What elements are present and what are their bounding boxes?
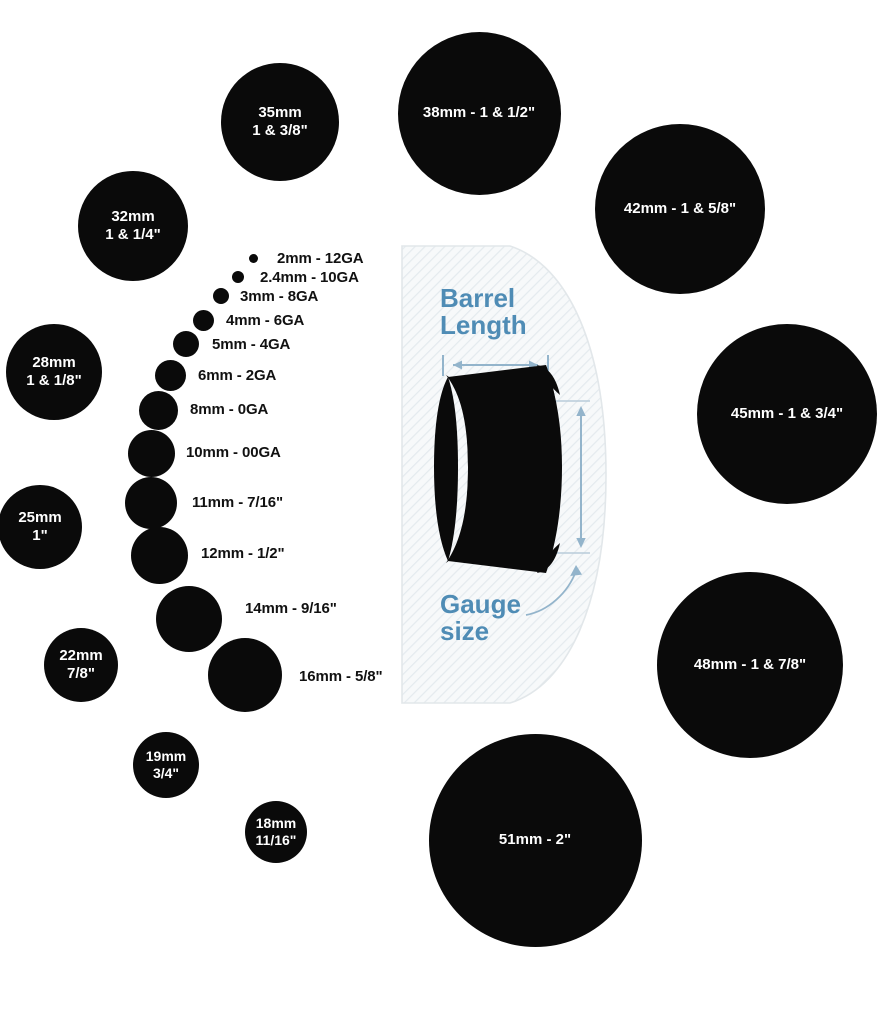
size-circle-label-line: 3/4" bbox=[152, 765, 180, 781]
gauge-dot bbox=[213, 288, 229, 304]
gauge-dot-label: 6mm - 2GA bbox=[198, 367, 277, 384]
gauge-dot bbox=[192, 309, 214, 331]
gauge-arrow-head-top bbox=[576, 406, 586, 416]
size-circle-label-line: 51mm - 2" bbox=[498, 831, 572, 849]
gauge-dot bbox=[232, 271, 244, 283]
size-circle-51mm: 51mm - 2" bbox=[428, 733, 642, 947]
gauge-dot bbox=[130, 526, 188, 584]
size-circle-28mm: 28mm 1 & 1/8" bbox=[6, 324, 102, 420]
gauge-dot bbox=[138, 390, 178, 430]
size-circle-label-line: 7/8" bbox=[67, 665, 95, 682]
size-circle-label-line: 48mm - 1 & 7/8" bbox=[693, 656, 807, 674]
size-circle-35mm: 35mm 1 & 3/8" bbox=[221, 63, 339, 181]
gauge-dot-label: 10mm - 00GA bbox=[186, 444, 281, 461]
gauge-dot bbox=[248, 253, 258, 263]
size-circle-38mm: 38mm - 1 & 1/2" bbox=[397, 31, 561, 195]
size-circle-32mm: 32mm 1 & 1/4" bbox=[78, 171, 188, 281]
gauge-size-line-2: size bbox=[440, 616, 490, 647]
size-circle-label-line: 45mm - 1 & 3/4" bbox=[730, 405, 844, 423]
gauge-dot bbox=[154, 359, 186, 391]
gauge-size-callout-arrowhead bbox=[570, 565, 582, 576]
size-circle-48mm: 48mm - 1 & 7/8" bbox=[657, 572, 843, 758]
gauge-dot bbox=[125, 477, 177, 529]
gauge-dot bbox=[156, 586, 222, 652]
size-circle-label-line: 42mm - 1 & 5/8" bbox=[623, 200, 737, 218]
gauge-dot bbox=[173, 331, 199, 357]
gauge-dot-label: 12mm - 1/2" bbox=[201, 545, 285, 562]
gauge-dot bbox=[208, 638, 282, 712]
gauge-size-line-1: Gauge bbox=[440, 589, 521, 619]
gauge-dot-label: 2mm - 12GA bbox=[277, 250, 364, 267]
size-circle-25mm: 25mm 1" bbox=[0, 485, 82, 569]
size-circle-label-line: 28mm bbox=[32, 354, 76, 372]
size-circle-18mm: 18mm 11/16" bbox=[245, 801, 307, 863]
size-circle-label-line: 1 & 1/8" bbox=[26, 372, 82, 389]
tunnel-silhouette bbox=[434, 365, 562, 573]
size-circle-label-line: 11/16" bbox=[255, 832, 297, 848]
size-circle-label-line: 1 & 3/8" bbox=[252, 122, 308, 139]
gauge-dot bbox=[127, 429, 175, 477]
size-circle-label-line: 38mm - 1 & 1/2" bbox=[422, 104, 536, 122]
size-circle-label-line: 32mm bbox=[111, 208, 155, 226]
gauge-dot-label: 2.4mm - 10GA bbox=[260, 269, 359, 286]
tunnel-illustration bbox=[434, 355, 590, 616]
gauge-dot-label: 14mm - 9/16" bbox=[245, 600, 337, 617]
gauge-size-label: Gauge size bbox=[440, 589, 521, 647]
size-circle-label-line: 22mm bbox=[59, 647, 103, 665]
size-circle-label-line: 1" bbox=[32, 527, 48, 544]
barrel-length-line-2: Length bbox=[440, 310, 527, 341]
size-circle-label-line: 18mm bbox=[255, 815, 297, 832]
size-circle-label-line: 35mm bbox=[258, 104, 302, 122]
gauge-dot-label: 16mm - 5/8" bbox=[299, 668, 383, 685]
size-circle-45mm: 45mm - 1 & 3/4" bbox=[697, 324, 877, 504]
size-circle-label-line: 19mm bbox=[145, 748, 187, 765]
barrel-gauge-diagram-panel: Barrel Length Gauge size bbox=[398, 243, 610, 706]
size-circle-22mm: 22mm 7/8" bbox=[44, 628, 118, 702]
gauge-dot-label: 8mm - 0GA bbox=[190, 401, 269, 418]
gauge-arrow-head-bottom bbox=[576, 538, 586, 548]
barrel-length-label: Barrel Length bbox=[440, 283, 527, 341]
gauge-dot-label: 3mm - 8GA bbox=[240, 288, 319, 305]
gauge-size-callout-curve bbox=[525, 570, 577, 616]
gauge-dot-label: 11mm - 7/16" bbox=[192, 494, 283, 511]
gauge-dot-label: 5mm - 4GA bbox=[212, 336, 291, 353]
size-circle-label-line: 25mm bbox=[18, 509, 62, 527]
gauge-dot-label: 4mm - 6GA bbox=[226, 312, 305, 329]
barrel-arrow-head-left bbox=[453, 360, 462, 370]
size-circle-42mm: 42mm - 1 & 5/8" bbox=[595, 124, 765, 294]
barrel-length-line-1: Barrel bbox=[440, 283, 516, 313]
size-circle-label-line: 1 & 1/4" bbox=[105, 226, 161, 243]
size-circle-19mm: 19mm 3/4" bbox=[133, 732, 199, 798]
